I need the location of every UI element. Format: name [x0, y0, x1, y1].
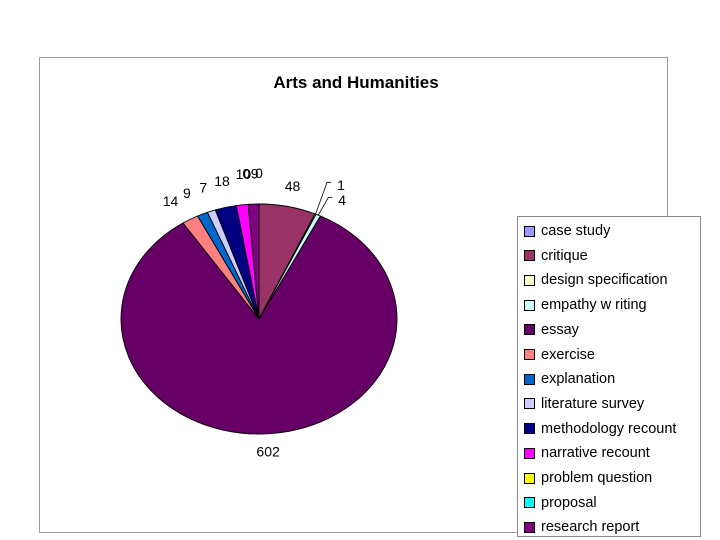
- legend-item-research-report: research report: [524, 517, 639, 537]
- legend-label: exercise: [541, 346, 595, 363]
- pie-slices: [120, 203, 398, 435]
- legend-swatch: [524, 373, 535, 385]
- legend-item-literature-survey: literature survey: [524, 394, 644, 414]
- legend-swatch: [524, 447, 535, 459]
- data-label-methodology-recount: 18: [214, 173, 230, 189]
- legend-swatch: [524, 250, 535, 262]
- chart-frame: Arts and Humanities 0 48 1 4 602 14 9 7 18 10 0 0 9 …: [39, 57, 701, 537]
- legend-swatch: [524, 521, 535, 533]
- data-label-explanation: 9: [183, 185, 191, 201]
- data-label-exercise: 14: [163, 193, 179, 209]
- legend-item-proposal: proposal: [524, 493, 597, 513]
- legend-swatch: [524, 497, 535, 509]
- legend-swatch: [524, 472, 535, 484]
- legend-swatch: [524, 398, 535, 410]
- legend-item-case-study: case study: [524, 221, 610, 241]
- data-label-critique: 48: [285, 178, 301, 194]
- legend-label: design specification: [541, 272, 668, 289]
- legend-item-empathy-w-riting: empathy w riting: [524, 295, 647, 315]
- legend-swatch: [524, 349, 535, 360]
- legend-item-essay: essay: [524, 320, 579, 340]
- legend-item-design-specification: design specification: [524, 270, 668, 290]
- legend-label: proposal: [541, 494, 597, 511]
- legend-item-exercise: exercise: [524, 345, 595, 365]
- legend-swatch: [524, 225, 535, 237]
- leader-line-design-specification: [315, 181, 332, 215]
- legend-label: narrative recount: [541, 445, 650, 462]
- data-label-research-report: 9: [251, 165, 259, 181]
- legend-swatch: [524, 324, 535, 336]
- legend-label: explanation: [541, 371, 616, 388]
- legend-label: literature survey: [541, 395, 645, 412]
- legend-label: methodology recount: [541, 420, 677, 437]
- legend-label: case study: [541, 223, 611, 239]
- data-label-proposal: 0: [243, 166, 251, 182]
- data-label-essay: 602: [256, 444, 280, 460]
- legend-swatch: [524, 274, 535, 286]
- legend-item-narrative-recount: narrative recount: [524, 443, 650, 463]
- pie-slice-research-report: [247, 203, 260, 320]
- data-label-empathy-w-riting: 4: [338, 192, 346, 208]
- data-label-case-study: 0: [255, 165, 263, 181]
- legend-swatch: [524, 299, 535, 311]
- legend-label: research report: [541, 519, 640, 536]
- legend-item-explanation: explanation: [524, 369, 615, 389]
- legend-item-methodology-recount: methodology recount: [524, 419, 676, 439]
- leader-lines: [315, 181, 333, 216]
- data-label-problem-question: 0: [243, 166, 251, 182]
- data-label-literature-survey: 7: [199, 179, 207, 195]
- legend-item-critique: critique: [524, 246, 588, 266]
- legend-label: problem question: [541, 470, 653, 486]
- chart-title: Arts and Humanities: [273, 73, 438, 92]
- data-label-narrative-recount: 10: [236, 166, 252, 182]
- legend-item-problem-question: problem question: [524, 468, 652, 488]
- data-label-design-specification: 1: [337, 177, 345, 193]
- legend-label: empathy w riting: [541, 297, 647, 314]
- legend: case study critique design specification em…: [517, 216, 701, 537]
- legend-swatch: [524, 423, 535, 435]
- leader-line-empathy-w-riting: [317, 197, 333, 216]
- pie-slice-essay: [120, 215, 398, 435]
- legend-label: essay: [541, 321, 579, 338]
- legend-label: critique: [541, 247, 588, 264]
